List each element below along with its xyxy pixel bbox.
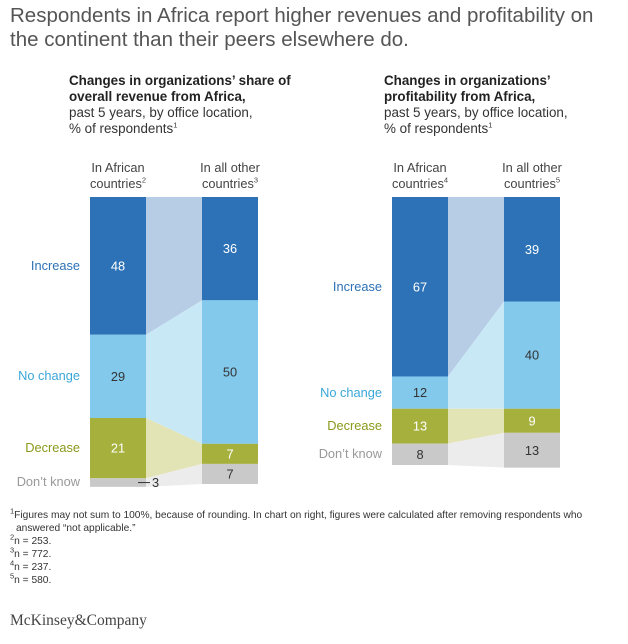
flow-decrease [146,417,202,479]
bar-no-change [90,334,146,418]
value-label-no-change: 40 [525,348,539,363]
flow-decrease [448,408,504,444]
bar-increase [90,197,146,335]
footnote: 4n = 237. [10,558,610,574]
bar-no-change [202,300,258,444]
flow-don-t-know [146,463,202,487]
value-label-don-t-know: 3 [152,475,159,490]
value-label-increase: 67 [413,279,427,294]
bar-increase [202,197,258,301]
value-label-no-change: 50 [223,365,237,380]
bar-decrease [202,443,258,464]
bar-no-change [504,301,560,409]
footnote-mark: 1 [10,506,15,516]
series-label-decrease: Decrease [327,418,382,434]
panel-title-unit: % of respondents1 [384,121,599,137]
bar-decrease [392,408,448,444]
flow-increase [448,197,504,377]
series-label-increase: Increase [30,257,80,273]
footnote: 3n = 772. [10,545,610,561]
value-label-increase: 39 [525,242,539,257]
value-label-decrease: 13 [413,419,427,434]
column-label-line: countries [391,176,444,191]
footnote-mark: 2 [10,532,15,542]
bar-decrease [504,408,560,433]
value-label-increase: 48 [111,258,125,273]
column-label-line: In all other [502,160,562,175]
column-label-african: In African countries2 [80,160,156,192]
panel-title-sub: past 5 years, by office location, [384,105,568,120]
column-label-line: countries [503,176,556,191]
footnote: 1Figures may not sum to 100%, because of… [10,506,610,535]
brand-logo: McKinsey&Company [10,612,147,629]
column-label-other: In all other countries3 [192,160,268,192]
panel-title-revenue: Changes in organizations’ share of overa… [69,73,299,137]
column-label-note: 4 [443,175,449,185]
footnote-mark: 3 [10,545,15,555]
column-label-line: countries [201,176,254,191]
flow-no-change [448,301,504,409]
series-label-don-t-know: Don’t know [16,474,80,490]
footnote-text: Figures may not sum to 100%, because of … [14,510,583,534]
value-label-don-t-know: 13 [525,443,539,458]
bar-don-t-know [392,443,448,465]
bar-decrease [90,417,146,479]
panel-title-sub: past 5 years, by office location, [69,105,253,120]
column-label-line: In African [91,160,145,175]
bar-increase [392,197,448,377]
footnote: 2n = 253. [10,532,610,548]
value-label-decrease: 21 [111,441,125,456]
flow-don-t-know [448,432,504,468]
panel-title-unit-text: % of respondents [69,121,174,136]
footnote-mark: 4 [10,558,15,568]
bar-no-change [392,376,448,409]
series-label-no-change: No change [18,368,80,384]
footnote-text: n = 580. [14,575,52,586]
footnote-text: n = 772. [14,549,52,560]
panel-title-bold: Changes in organizations’ profitability … [384,73,550,104]
series-label-don-t-know: Don’t know [318,446,382,462]
value-label-no-change: 29 [111,369,125,384]
column-label-line: countries [89,176,142,191]
footnote-mark: 5 [10,571,15,581]
footnote-text: n = 237. [14,562,52,573]
column-label-note: 3 [253,175,259,185]
footnote: 5n = 580. [10,571,610,587]
value-label-decrease: 7 [226,446,233,461]
column-label-other: In all other countries5 [494,160,570,192]
bar-don-t-know [504,432,560,468]
flow-no-change [146,300,202,444]
series-label-increase: Increase [332,278,382,294]
panel-title-profitability: Changes in organizations’ profitability … [384,73,599,137]
value-label-don-t-know: 8 [416,447,423,462]
series-label-decrease: Decrease [25,440,80,456]
bar-don-t-know [202,463,258,484]
flow-increase [146,197,202,335]
headline: Respondents in Africa report higher reve… [10,4,594,51]
value-label-no-change: 12 [413,385,427,400]
column-label-note: 5 [555,175,561,185]
bar-don-t-know [90,478,146,487]
bar-increase [504,197,560,302]
value-label-increase: 36 [223,241,237,256]
panel-title-bold: Changes in organizations’ share of overa… [69,73,291,104]
column-label-line: In all other [200,160,260,175]
footnotes: 1Figures may not sum to 100%, because of… [10,506,610,587]
footnote-text: n = 253. [14,536,52,547]
value-label-don-t-know: 7 [226,466,233,481]
panel-title-unit: % of respondents1 [69,121,299,137]
value-label-decrease: 9 [528,413,535,428]
panel-title-unit-text: % of respondents [384,121,489,136]
panel-title-note: 1 [488,120,493,130]
column-label-african: In African countries4 [382,160,458,192]
column-label-line: In African [393,160,447,175]
column-label-note: 2 [141,175,147,185]
panel-title-note: 1 [173,120,178,130]
series-label-no-change: No change [320,384,382,400]
